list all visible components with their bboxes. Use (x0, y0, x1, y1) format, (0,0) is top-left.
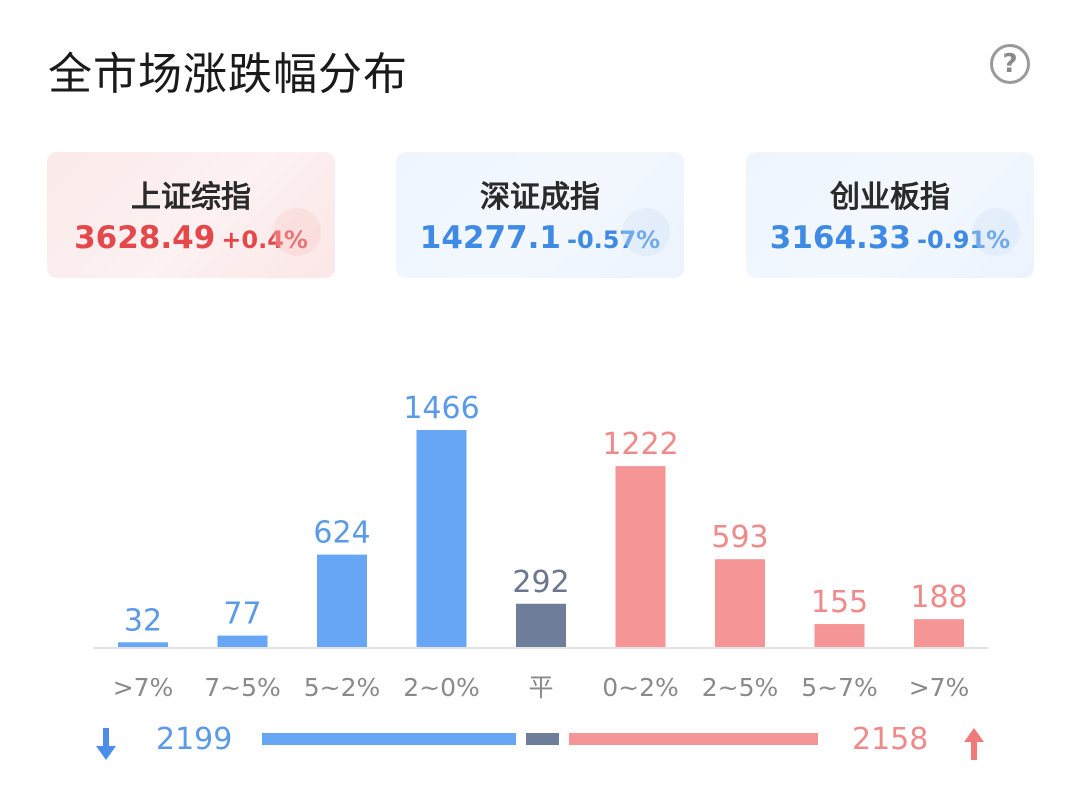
bar (615, 466, 666, 647)
arrow-up-icon (964, 728, 984, 760)
index-card-shanghai[interactable]: 上证综指 3628.49 +0.4% (47, 152, 335, 278)
bar (317, 554, 367, 647)
bar-value-label: 1466 (403, 391, 479, 426)
up-count: 2158 (852, 722, 929, 757)
decoration-icon (972, 208, 1020, 256)
bar-value-label: 32 (124, 603, 162, 638)
bar (516, 603, 566, 647)
page-title: 全市场涨跌幅分布 (48, 49, 408, 100)
bar (814, 624, 865, 647)
index-name: 上证综指 (131, 180, 251, 215)
bar (914, 619, 964, 647)
x-tick-label: 5~7% (801, 673, 878, 702)
x-tick-label: 7~5% (204, 673, 281, 702)
x-tick-label: 5~2% (304, 673, 381, 702)
arrow-down-icon (96, 728, 116, 760)
bar-value-label: 77 (223, 597, 261, 632)
bar-value-label: 292 (512, 565, 569, 600)
x-tick-label: 平 (528, 673, 553, 702)
down-count: 2199 (156, 722, 233, 757)
x-tick-label: >7% (113, 673, 174, 702)
index-name: 深证成指 (480, 180, 600, 215)
flat-ratio-bar (525, 733, 560, 745)
bar (217, 635, 268, 647)
down-ratio-bar (262, 733, 516, 745)
bar-value-label: 155 (811, 585, 868, 620)
index-change: +0.4% (221, 226, 308, 254)
bar (715, 559, 765, 647)
bar-value-label: 1222 (602, 427, 678, 462)
x-tick-label: >7% (909, 673, 970, 702)
bar-value-label: 593 (711, 520, 768, 555)
question-mark-circle-icon: ? (1002, 49, 1018, 79)
x-tick-label: 2~5% (702, 673, 779, 702)
x-tick-label: 2~0% (403, 673, 480, 702)
index-value: 14277.1 (419, 220, 561, 256)
index-card-chinext[interactable]: 创业板指 3164.33 -0.91% (746, 152, 1034, 278)
decoration-icon (273, 208, 321, 256)
bar-value-label: 624 (313, 516, 370, 551)
index-value: 3164.33 (769, 220, 911, 256)
x-tick-label: 0~2% (602, 673, 679, 702)
help-button[interactable]: ? (990, 44, 1030, 84)
index-card-shenzhen[interactable]: 深证成指 14277.1 -0.57% (396, 152, 684, 278)
bar (416, 430, 467, 647)
index-name: 创业板指 (830, 180, 950, 215)
bar (118, 642, 168, 647)
index-change: -0.57% (566, 226, 661, 254)
bar-value-label: 188 (910, 580, 967, 615)
index-value: 3628.49 (74, 220, 216, 256)
decoration-icon (622, 208, 670, 256)
index-change: -0.91% (916, 226, 1011, 254)
up-ratio-bar (569, 733, 818, 745)
